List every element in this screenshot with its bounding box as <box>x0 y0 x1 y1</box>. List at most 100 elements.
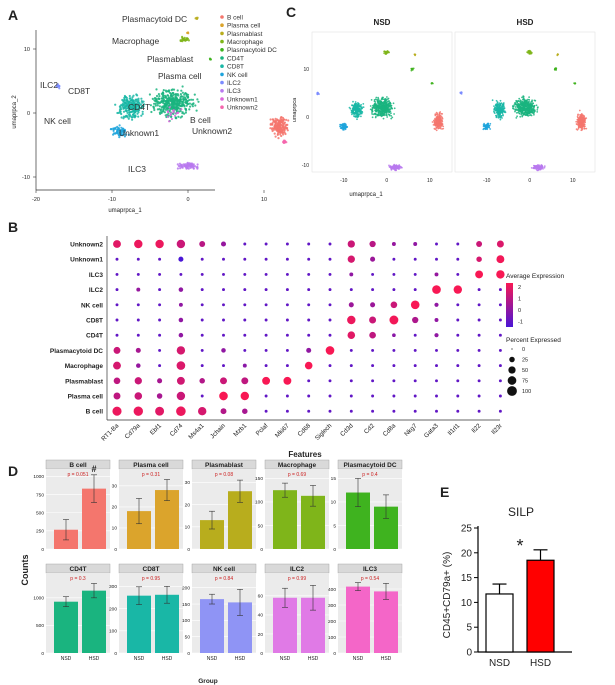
facet-title: Plasmacytoid DC <box>343 462 396 469</box>
cell-point <box>178 162 181 165</box>
cell-point <box>487 124 490 126</box>
cell-point <box>377 101 380 104</box>
cell-point <box>354 104 357 107</box>
split-frame <box>454 31 596 173</box>
bar-nsd <box>200 599 224 653</box>
cell-point <box>158 97 161 101</box>
cell-point <box>280 131 284 134</box>
dot-mark <box>435 242 438 246</box>
dot-mark <box>349 288 353 292</box>
row-label: CD4T <box>86 333 103 340</box>
cell-point <box>162 96 165 99</box>
dot-mark <box>222 364 225 368</box>
cell-point <box>356 105 359 107</box>
cell-point <box>182 104 185 107</box>
dot-mark <box>243 257 247 261</box>
cell-point <box>186 99 189 102</box>
x-tick-label: HSD <box>162 656 173 662</box>
cell-point <box>524 103 526 106</box>
cell-point <box>183 96 186 99</box>
cell-point <box>542 168 544 170</box>
feature-label: Il22 <box>470 422 482 434</box>
cell-point <box>515 103 518 106</box>
dot-mark <box>498 333 502 337</box>
dot-mark <box>347 240 355 248</box>
dot-mark <box>283 376 292 385</box>
cell-point <box>380 114 382 117</box>
x-tick-label: HSD <box>381 656 392 662</box>
cell-point <box>169 108 172 111</box>
cell-point <box>192 102 195 106</box>
cell-point <box>575 128 578 131</box>
cell-point <box>578 117 581 120</box>
dot-mark <box>178 302 183 307</box>
cell-point <box>272 127 276 130</box>
dot-mark <box>285 303 289 307</box>
cell-point <box>516 115 518 118</box>
dot-mark <box>434 318 439 322</box>
cell-point <box>170 117 173 121</box>
x-tick-label: NSD <box>207 656 218 662</box>
cell-point <box>120 116 123 119</box>
cell-point <box>576 120 579 123</box>
cell-point <box>343 127 345 129</box>
cell-point <box>371 116 374 119</box>
dot-mark <box>435 364 438 368</box>
cell-point <box>388 51 390 54</box>
dot-mark <box>453 285 462 294</box>
cell-point <box>576 115 579 118</box>
dot-mark <box>435 394 438 398</box>
cell-point <box>155 98 158 101</box>
cell-point <box>390 115 393 117</box>
dot-mark <box>243 288 247 292</box>
cell-point <box>391 116 394 119</box>
bar-nsd <box>273 490 297 549</box>
x-axis-title: Group <box>198 678 218 685</box>
cell-point <box>362 103 365 105</box>
size-legend-dot <box>509 356 515 363</box>
cell-point <box>343 124 346 126</box>
cell-point <box>536 109 539 111</box>
cell-point <box>535 104 538 107</box>
feature-label: Cd79a <box>124 422 142 440</box>
cell-point <box>119 133 122 136</box>
cell-point <box>179 167 182 170</box>
cell-point <box>275 124 278 127</box>
cell-point <box>141 106 144 109</box>
cell-point <box>136 112 139 115</box>
dot-mark <box>456 303 460 307</box>
y-tick-label: 40 <box>258 613 264 619</box>
cell-point <box>369 108 372 111</box>
cell-point <box>496 111 498 114</box>
facet-title: Plasmablast <box>205 462 244 469</box>
cell-point <box>138 104 141 107</box>
size-legend-label: 100 <box>522 389 531 395</box>
cell-point <box>167 89 171 92</box>
dot-mark <box>240 391 249 401</box>
y-tick-label: 10 <box>331 500 337 506</box>
cell-point <box>543 166 546 169</box>
cell-point <box>128 100 131 103</box>
y-tick-label: 0 <box>333 547 336 553</box>
cell-point <box>172 111 175 114</box>
cell-point <box>279 133 282 136</box>
cell-point <box>384 104 387 107</box>
cell-point <box>345 125 348 128</box>
dot-mark <box>328 318 332 322</box>
cell-point <box>123 106 127 109</box>
cell-point <box>126 104 129 107</box>
cell-point <box>122 107 125 110</box>
cell-point <box>168 120 171 123</box>
dot-mark <box>115 318 119 322</box>
size-legend-label: 0 <box>522 347 525 353</box>
dot-mark <box>285 348 289 352</box>
dot-mark <box>496 255 505 264</box>
cell-point <box>177 103 180 106</box>
cell-point <box>528 50 530 52</box>
cell-point <box>273 132 276 135</box>
split-title: NSD <box>374 18 391 27</box>
dot-mark <box>371 364 375 368</box>
legend-label: CD8T <box>227 64 244 71</box>
x-tick-label: HSD <box>308 656 319 662</box>
dot-mark <box>328 379 332 383</box>
